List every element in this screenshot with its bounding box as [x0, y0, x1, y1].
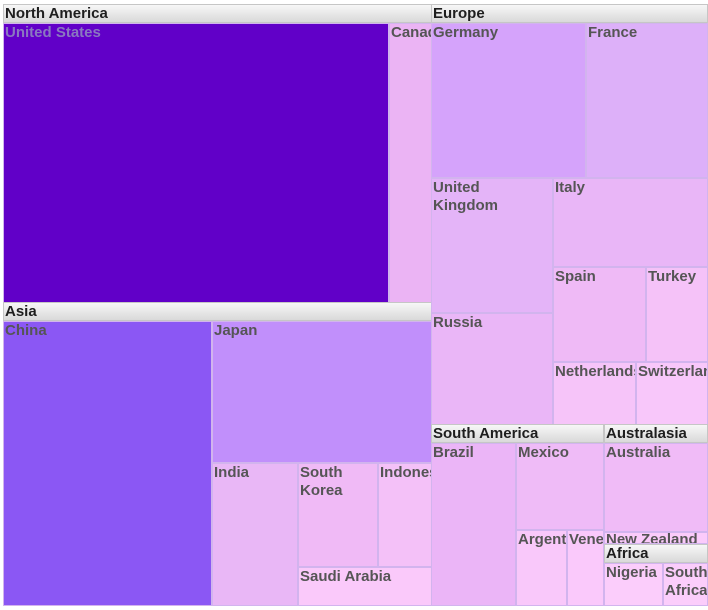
tile-label: New Zealand	[606, 532, 698, 544]
tile-brazil[interactable]: Brazil	[431, 443, 516, 606]
tile-saudi-arabia[interactable]: Saudi Arabia	[298, 567, 432, 606]
tile-label: Argentina	[518, 531, 567, 548]
tile-label: Spain	[555, 268, 596, 285]
tile-label: France	[588, 24, 638, 41]
tile-label: Nigeria	[606, 564, 657, 581]
group-header: North America	[3, 4, 432, 23]
tile-label: Indonesia	[380, 464, 431, 481]
group-north-america: United States Canada North America	[3, 4, 432, 303]
tile-india[interactable]: India	[212, 463, 298, 606]
tile-argentina[interactable]: Argentina	[516, 530, 567, 606]
tile-mexico[interactable]: Mexico	[516, 443, 604, 530]
tile-label: South Korea	[300, 464, 343, 499]
tile-italy[interactable]: Italy	[553, 178, 708, 267]
tile-label: Brazil	[433, 444, 474, 461]
group-header: Asia	[3, 302, 432, 321]
tile-label: Germany	[433, 24, 499, 41]
tile-label: Mexico	[518, 444, 569, 461]
group-header: Europe	[431, 4, 708, 23]
tile-nigeria[interactable]: Nigeria	[604, 563, 663, 606]
tile-australia[interactable]: Australia	[604, 443, 708, 532]
tile-label: Canada	[391, 24, 431, 41]
tile-france[interactable]: France	[586, 23, 708, 178]
tile-spain[interactable]: Spain	[553, 267, 646, 362]
tile-label: Russia	[433, 314, 483, 331]
tile-united-states[interactable]: United States	[3, 23, 389, 303]
group-header: Australasia	[604, 424, 708, 443]
tile-label: Turkey	[648, 268, 697, 285]
tile-label: Australia	[606, 444, 671, 461]
tile-turkey[interactable]: Turkey	[646, 267, 708, 362]
tile-united-kingdom[interactable]: United Kingdom	[431, 178, 553, 313]
tile-germany[interactable]: Germany	[431, 23, 586, 178]
tile-japan[interactable]: Japan	[212, 321, 432, 463]
tile-switzerland[interactable]: Switzerland	[636, 362, 708, 426]
tile-south-africa[interactable]: South Africa	[663, 563, 708, 606]
tile-label: United States	[5, 24, 101, 41]
tile-china[interactable]: China	[3, 321, 212, 606]
group-europe: Germany France United Kingdom Russia Ita…	[431, 4, 708, 426]
tile-label: Japan	[214, 322, 258, 339]
tile-label: Switzerland	[638, 363, 707, 380]
tile-south-korea[interactable]: South Korea	[298, 463, 378, 567]
tile-label: Netherlands	[555, 363, 636, 380]
tile-label: Saudi Arabia	[300, 568, 392, 585]
group-header: South America	[431, 424, 604, 443]
group-australasia: Australia New Zealand Australasia	[604, 424, 708, 544]
tile-label: China	[5, 322, 47, 339]
group-south-america: Brazil Mexico Argentina Venezuela South …	[431, 424, 604, 606]
tile-label: India	[214, 464, 250, 481]
group-asia: China Japan India South Korea Indonesia …	[3, 302, 432, 606]
tile-indonesia[interactable]: Indonesia	[378, 463, 432, 567]
group-header: Africa	[604, 544, 708, 563]
group-africa: Nigeria South Africa Africa	[604, 544, 708, 606]
tile-label: South Africa	[665, 564, 708, 599]
tile-label: Italy	[555, 179, 586, 196]
tile-netherlands[interactable]: Netherlands	[553, 362, 636, 426]
tile-canada[interactable]: Canada	[389, 23, 432, 303]
tile-label: United Kingdom	[433, 179, 498, 214]
tile-label: Venezuela	[569, 531, 604, 548]
tile-russia[interactable]: Russia	[431, 313, 553, 426]
tile-new-zealand[interactable]: New Zealand	[604, 532, 708, 544]
tile-venezuela[interactable]: Venezuela	[567, 530, 604, 606]
